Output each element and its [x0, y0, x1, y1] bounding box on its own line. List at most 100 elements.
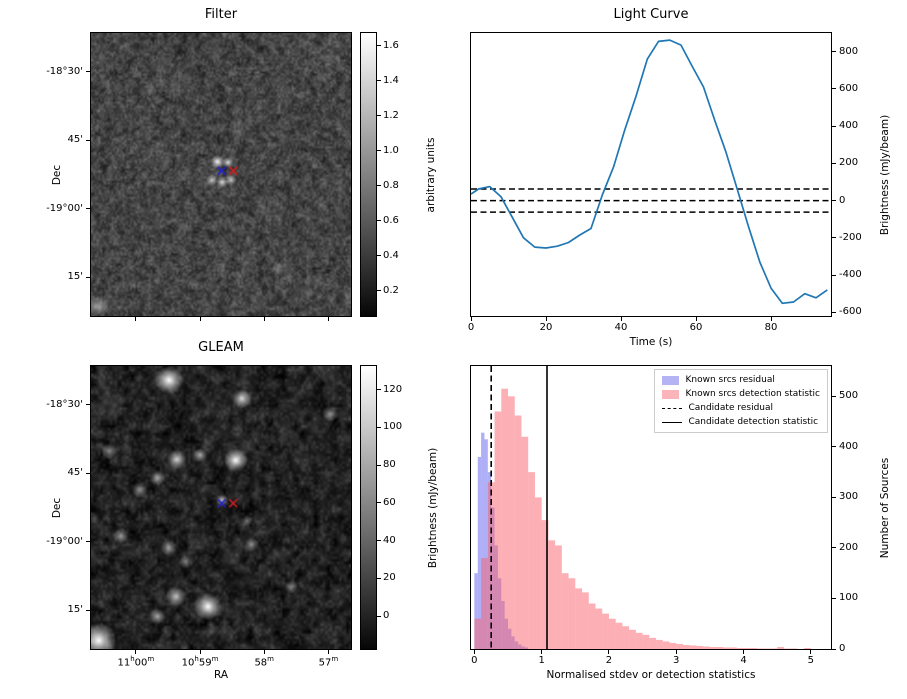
tick-mark [810, 650, 812, 654]
tick-mark [86, 472, 90, 474]
tick-label: 0 [839, 194, 846, 206]
tick-mark [832, 274, 836, 276]
hist-bar [682, 644, 690, 649]
tick-label: -19°00' [46, 535, 83, 547]
light-curve-xlabel: Time (s) [629, 336, 673, 348]
tick-label: -19°00' [46, 202, 83, 214]
tick-label: 5 [807, 655, 814, 666]
hist-bar [783, 648, 791, 649]
hist-bar [528, 472, 535, 649]
tick-label: 1.0 [383, 144, 399, 156]
tick-mark [743, 650, 745, 654]
hist-bar [750, 647, 757, 649]
hist-bar [541, 520, 549, 649]
tick-mark [135, 317, 137, 321]
tick-label: 60 [689, 322, 703, 333]
hist-bar [763, 648, 771, 649]
hist-bar [555, 545, 562, 649]
hist-bar [548, 540, 556, 649]
tick-label: 20 [539, 322, 553, 333]
hist-bar [790, 648, 798, 649]
hist-bar [662, 641, 670, 649]
hist-bar [635, 632, 643, 649]
hist-bar [743, 647, 751, 649]
hist-bar [521, 436, 529, 649]
tick-label: -18°30' [46, 65, 83, 77]
hist-bar [514, 415, 522, 649]
histogram-plot [474, 366, 811, 649]
hist-bar [656, 639, 663, 649]
tick-mark [377, 540, 381, 542]
tick-label: 11h00m [117, 655, 155, 669]
hist-bar [561, 573, 569, 649]
tick-mark [832, 547, 836, 549]
tick-mark [832, 446, 836, 448]
tick-mark [377, 115, 381, 117]
legend-line [662, 407, 683, 409]
tick-label: 200 [839, 157, 859, 169]
filter-image [91, 33, 351, 316]
filter-title: Filter [204, 7, 238, 22]
tick-label: 1.6 [383, 39, 399, 51]
tick-mark [608, 650, 610, 654]
tick-label: 0 [839, 643, 846, 654]
hist-bar [582, 592, 589, 649]
tick-label: 0 [471, 655, 478, 666]
tick-mark [199, 650, 201, 654]
tick-label: 40 [614, 322, 628, 333]
legend-line [662, 421, 683, 423]
filter-image-axes [90, 32, 352, 317]
tick-mark [832, 200, 836, 202]
tick-mark [377, 577, 381, 579]
histogram-ylabel: Number of Sources [879, 457, 891, 559]
tick-label: 20 [383, 572, 396, 584]
legend-label: Candidate detection statistic [688, 417, 819, 427]
gleam-colorbar [360, 365, 377, 650]
tick-mark [377, 45, 381, 47]
tick-mark [473, 650, 475, 654]
tick-mark [86, 541, 90, 543]
hist-bar [696, 645, 704, 649]
hist-bar [730, 647, 737, 649]
tick-label: -18°30' [46, 398, 83, 410]
tick-mark [86, 276, 90, 278]
hist-bar [484, 439, 488, 649]
gleam-image-axes [90, 365, 352, 650]
tick-mark [832, 496, 836, 498]
tick-mark [377, 389, 381, 391]
light-curve-title: Light Curve [613, 7, 689, 22]
tick-label: 100 [839, 592, 859, 604]
tick-label: 1.2 [383, 109, 399, 121]
tick-label: 2 [605, 655, 613, 666]
gleam-xlabel: RA [213, 669, 229, 681]
hist-bar [777, 646, 784, 649]
hist-bar [642, 634, 650, 649]
hist-bar [756, 648, 764, 649]
hist-bar [723, 647, 731, 649]
tick-label: 0.2 [383, 284, 399, 296]
tick-mark [377, 150, 381, 152]
hist-bar [588, 603, 596, 649]
tick-label: 4 [740, 655, 747, 666]
tick-mark [377, 255, 381, 257]
hist-bar [709, 646, 717, 649]
tick-mark [86, 208, 90, 210]
tick-mark [832, 311, 836, 313]
hist-bar [602, 613, 609, 649]
hist-bar [534, 497, 542, 649]
tick-label: 1 [538, 655, 545, 666]
tick-label: 100 [383, 421, 403, 433]
tick-mark [377, 80, 381, 82]
tick-label: 800 [839, 45, 859, 57]
tick-mark [327, 317, 329, 321]
tick-mark [675, 650, 677, 654]
light-curve-ylabel: Brightness (mJy/beam) [879, 114, 891, 236]
tick-mark [377, 290, 381, 292]
tick-mark [541, 650, 543, 654]
histogram-axes: Known srcs residual Known srcs detection … [470, 365, 832, 650]
legend-label: Known srcs residual [685, 375, 775, 385]
tick-mark [832, 648, 836, 650]
tick-mark [832, 51, 836, 53]
tick-mark [86, 71, 90, 73]
